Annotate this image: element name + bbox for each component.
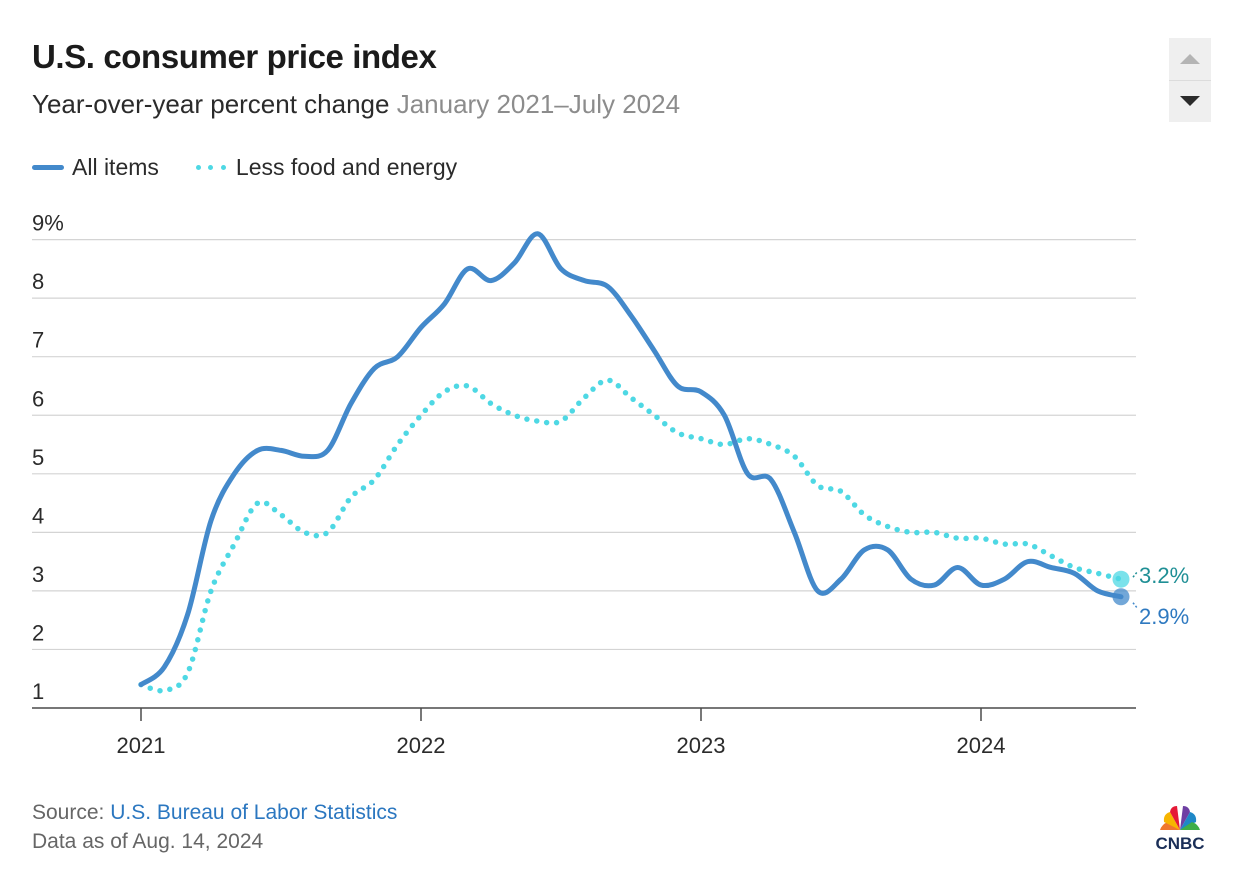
date-range: January 2021–July 2024 (396, 89, 681, 119)
subtitle-text: Year-over-year percent change (32, 89, 390, 119)
y-tick-label: 4 (32, 503, 44, 528)
peacock-icon (1160, 806, 1200, 830)
series-line-all-items (138, 231, 1124, 688)
source-link[interactable]: U.S. Bureau of Labor Statistics (110, 801, 398, 824)
legend-label-all-items: All items (72, 154, 159, 180)
chart-subtitle: Year-over-year percent change January 20… (32, 89, 680, 120)
legend: All items Less food and energy (32, 154, 494, 181)
data-as-of: Data as of Aug. 14, 2024 (32, 830, 264, 853)
logo-text: CNBC (1155, 834, 1204, 852)
y-tick-label: 1 (32, 679, 44, 704)
end-point-core (1112, 570, 1130, 588)
triangle-up-icon (1180, 54, 1200, 64)
end-label-all-items: 2.9% (1139, 604, 1189, 629)
source-label: Source: (32, 801, 105, 824)
x-tick-label: 2023 (677, 733, 726, 758)
cnbc-logo: CNBC (1155, 806, 1205, 852)
y-tick-label: 8 (32, 269, 44, 294)
legend-swatch-dotted (195, 165, 226, 170)
y-tick-label: 7 (32, 328, 44, 353)
legend-label-core: Less food and energy (235, 154, 458, 180)
scroll-down-button[interactable] (1169, 80, 1211, 122)
legend-swatch-solid (32, 165, 64, 170)
end-point-all-items (1112, 588, 1130, 606)
end-label-leader (1132, 602, 1138, 609)
triangle-down-icon (1180, 96, 1200, 106)
chart-title: U.S. consumer price index (32, 38, 437, 75)
x-tick-label: 2024 (957, 733, 1006, 758)
end-label-leader (1132, 571, 1138, 578)
x-tick-label: 2022 (397, 733, 446, 758)
x-tick-label: 2021 (117, 733, 166, 758)
y-tick-label: 6 (32, 386, 44, 411)
y-tick-label: 2 (32, 620, 44, 645)
scroll-controls (1169, 38, 1211, 122)
y-tick-label: 9% (32, 211, 64, 236)
series-line-core (138, 377, 1124, 694)
scroll-up-button[interactable] (1169, 38, 1211, 81)
y-tick-label: 5 (32, 445, 44, 470)
source-line: Source: U.S. Bureau of Labor Statistics (32, 801, 397, 825)
y-tick-label: 3 (32, 562, 44, 587)
legend-item-core[interactable]: Less food and energy (195, 154, 458, 181)
end-label-core: 3.2% (1139, 563, 1189, 588)
legend-item-all-items[interactable]: All items (32, 154, 159, 181)
